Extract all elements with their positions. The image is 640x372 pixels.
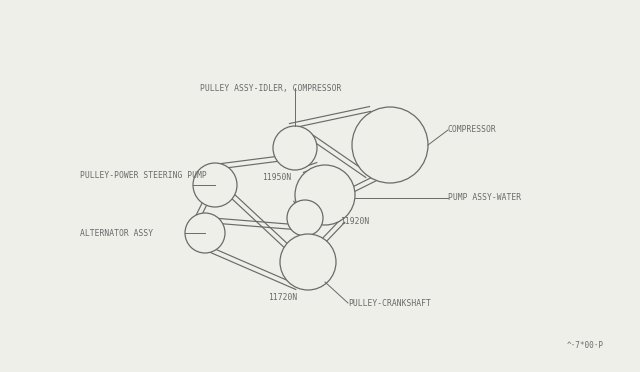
Text: ALTERNATOR ASSY: ALTERNATOR ASSY (80, 228, 153, 237)
Text: ^·7*00·P: ^·7*00·P (566, 340, 604, 350)
Text: COMPRESSOR: COMPRESSOR (448, 125, 497, 135)
Ellipse shape (273, 126, 317, 170)
Ellipse shape (295, 165, 355, 225)
Ellipse shape (287, 200, 323, 236)
Text: PULLEY-POWER STEERING PUMP: PULLEY-POWER STEERING PUMP (80, 170, 207, 180)
Text: 11720N: 11720N (268, 294, 298, 302)
Text: PUMP ASSY-WATER: PUMP ASSY-WATER (448, 193, 521, 202)
Ellipse shape (352, 107, 428, 183)
Ellipse shape (185, 213, 225, 253)
Ellipse shape (193, 163, 237, 207)
Text: 11920N: 11920N (340, 218, 369, 227)
Text: PULLEY-CRANKSHAFT: PULLEY-CRANKSHAFT (348, 298, 431, 308)
Ellipse shape (280, 234, 336, 290)
Text: PULLEY ASSY-IDLER, COMPRESSOR: PULLEY ASSY-IDLER, COMPRESSOR (200, 83, 342, 93)
Text: 11950N: 11950N (262, 173, 292, 183)
